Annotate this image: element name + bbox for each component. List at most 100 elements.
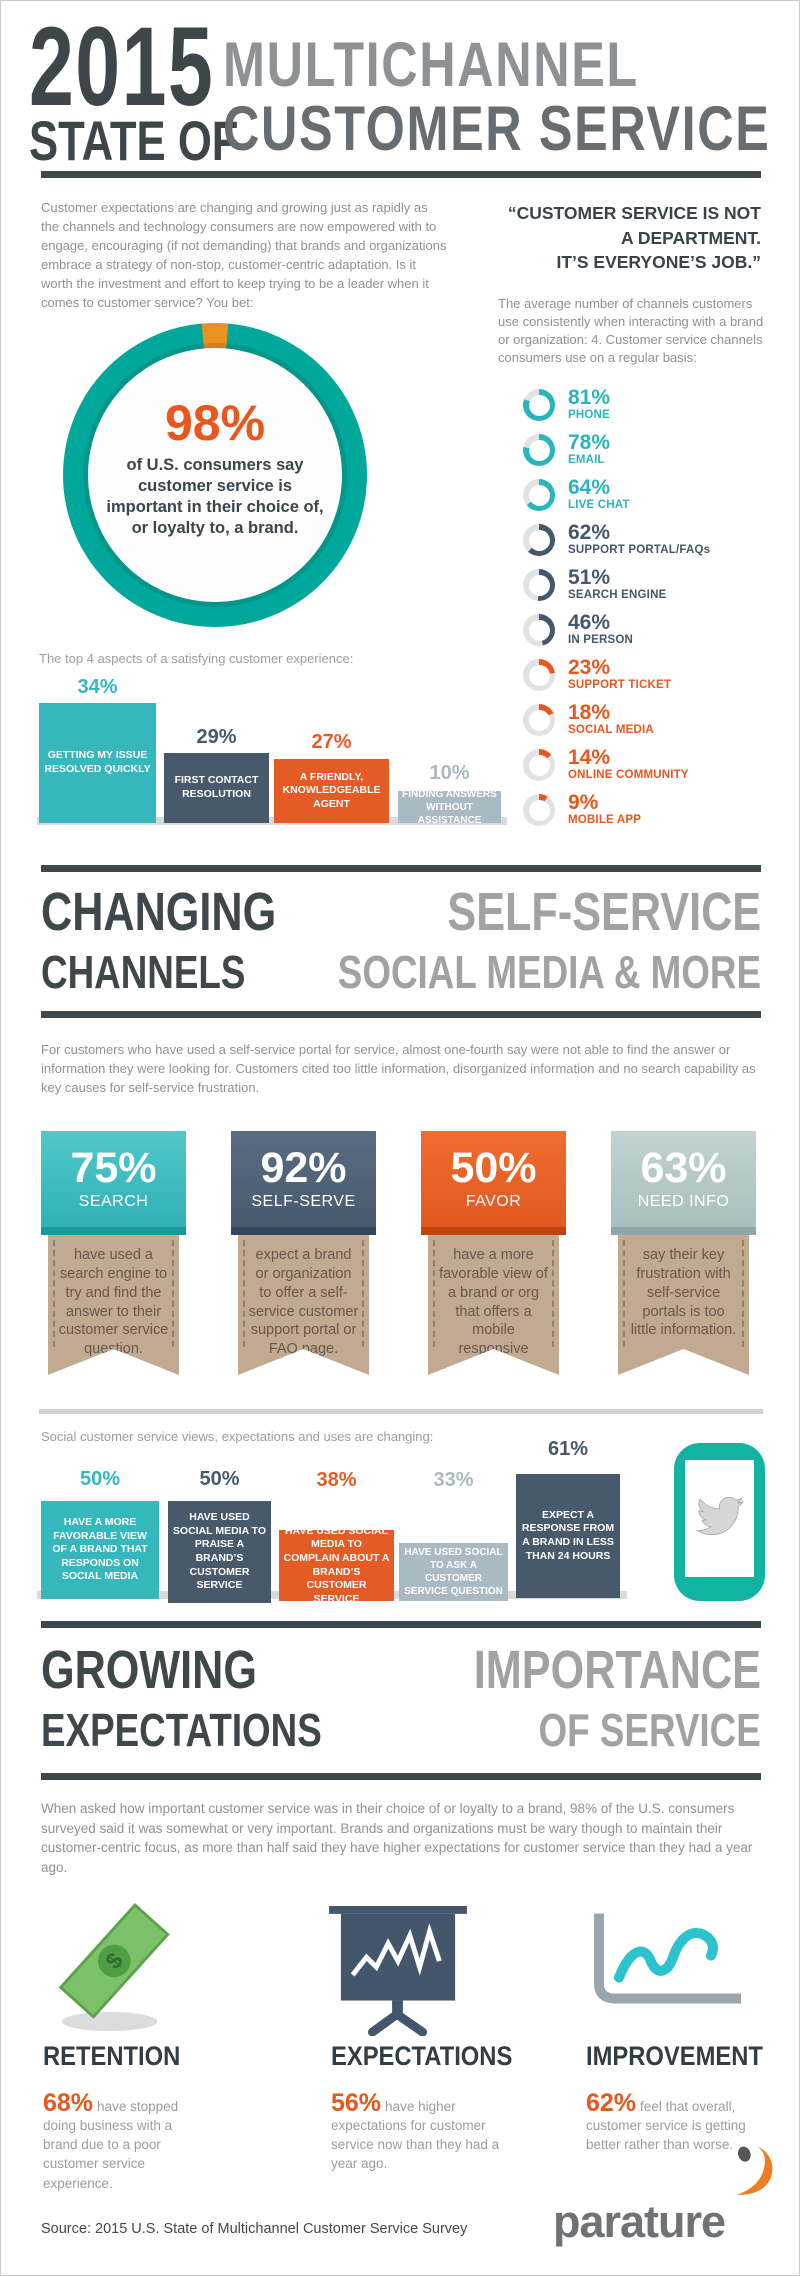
top4-bar-label: FINDING ANSWERS WITHOUT ASSISTANCE: [402, 788, 497, 826]
ribbon-text: have a more favorable view of a brand or…: [428, 1235, 559, 1375]
heading-changing: CHANGING: [41, 882, 277, 942]
channel-donut-chart: [523, 659, 555, 691]
top4-baseline: [37, 817, 507, 825]
channel-item: 64% LIVE CHAT: [523, 477, 778, 522]
parature-logo-icon: [729, 2143, 775, 2204]
outcome-percent: 62%: [586, 2089, 637, 2117]
social-bar: EXPECT A RESPONSE FROM A BRAND IN LESS T…: [516, 1474, 620, 1598]
twitter-bird-icon: [694, 1493, 746, 1544]
section3-paragraph: When asked how important customer servic…: [41, 1801, 753, 1875]
ribbon-text: have used a search engine to try and fin…: [48, 1235, 179, 1375]
channel-item: 18% SOCIAL MEDIA: [523, 702, 778, 747]
channel-donut-chart: [523, 794, 555, 826]
section2-heading-line2: CHANNELS SOCIAL MEDIA & MORE: [41, 949, 761, 1007]
quote: “CUSTOMER SERVICE IS NOT A DEPARTMENT. I…: [431, 201, 761, 275]
top4-bar-percent: 34%: [77, 676, 118, 698]
ribbon-favor: 50% FAVOR have a more favorable view of …: [421, 1131, 566, 1375]
title-state-of: STATE OF: [29, 109, 239, 172]
ribbon-strip: [611, 1227, 756, 1235]
title-multichannel: MULTICHANNEL: [223, 30, 639, 100]
channel-item: 14% ONLINE COMMUNITY: [523, 747, 778, 792]
social-bar: HAVE A MORE FAVORABLE VIEW OF A BRAND TH…: [41, 1501, 159, 1599]
channel-item: 9% MOBILE APP: [523, 792, 778, 837]
ribbon-percent: 63%: [640, 1144, 727, 1192]
donut-percent: 98%: [164, 395, 266, 451]
channel-label: SUPPORT PORTAL/FAQs: [568, 544, 711, 556]
divider: [41, 1011, 761, 1018]
section3-heading-line2: EXPECTATIONS OF SERVICE: [41, 1707, 761, 1765]
ribbon-self-serve: 92% SELF-SERVE expect a brand or organiz…: [231, 1131, 376, 1375]
outcome-stat: 62% feel that overall, customer service i…: [586, 2091, 776, 2154]
social-bar-label: HAVE USED SOCIAL TO ASK A CUSTOMER SERVI…: [404, 1547, 503, 1597]
channel-donut-chart: [523, 614, 555, 646]
ribbon-header: 92% SELF-SERVE: [231, 1131, 376, 1227]
channel-item: 81% PHONE: [523, 387, 778, 432]
top4-bar-label: A FRIENDLY, KNOWLEDGEABLE AGENT: [282, 770, 381, 810]
channel-label: ONLINE COMMUNITY: [568, 769, 689, 781]
channel-percent: 78%: [568, 431, 611, 454]
donut-chart-98: 98% of U.S. consumers say customer servi…: [63, 323, 367, 627]
outcome-title-improvement: IMPROVEMENT: [586, 2041, 763, 2071]
ribbon-header: 75% SEARCH: [41, 1131, 186, 1227]
channel-donut-chart: [523, 524, 555, 556]
ribbon-text: say their key frustration with self-serv…: [618, 1235, 749, 1375]
line-chart-icon: [589, 1913, 749, 2014]
social-bar-label: HAVE USED SOCIAL MEDIA TO COMPLAIN ABOUT…: [283, 1524, 390, 1605]
ribbon-label: FAVOR: [465, 1193, 522, 1210]
outcome-title-expectations: EXPECTATIONS: [331, 2041, 513, 2071]
channel-label: IN PERSON: [568, 634, 634, 646]
channel-label: SUPPORT TICKET: [568, 679, 672, 691]
channel-percent: 62%: [568, 521, 611, 544]
quote-line: A DEPARTMENT.: [621, 227, 761, 248]
channel-item: 51% SEARCH ENGINE: [523, 567, 778, 612]
social-bar-percent: 38%: [316, 1469, 357, 1491]
channel-label: SOCIAL MEDIA: [568, 724, 654, 736]
heading-social-media-more: SOCIAL MEDIA & MORE: [337, 946, 761, 998]
top4-caption: The top 4 aspects of a satisfying custom…: [39, 651, 354, 666]
outcome-percent: 56%: [331, 2089, 382, 2117]
channel-donut-chart: [523, 434, 555, 466]
channel-percent: 64%: [568, 476, 611, 499]
top4-bar: A FRIENDLY, KNOWLEDGEABLE AGENT: [274, 759, 389, 823]
heading-channels: CHANNELS: [41, 946, 246, 998]
outcome-title-retention: RETENTION: [43, 2041, 181, 2071]
social-bar-label: HAVE USED SOCIAL MEDIA TO PRAISE A BRAND…: [172, 1511, 267, 1592]
channel-label: SEARCH ENGINE: [568, 589, 667, 601]
channel-percent: 23%: [568, 656, 611, 679]
channel-percent: 81%: [568, 386, 611, 409]
presentation-chart-icon: [329, 1906, 467, 2041]
channel-label: LIVE CHAT: [568, 499, 630, 511]
divider: [41, 1773, 761, 1780]
donut-content: 98% of U.S. consumers say customer servi…: [88, 348, 342, 602]
top4-bar-percent: 10%: [429, 762, 470, 784]
ribbon-label: NEED INFO: [637, 1193, 730, 1210]
heading-of-service: OF SERVICE: [538, 1704, 761, 1756]
social-caption: Social customer service views, expectati…: [41, 1429, 434, 1444]
title-right-block: MULTICHANNEL CUSTOMER SERVICE: [223, 33, 783, 161]
ribbon-strip: [421, 1227, 566, 1235]
social-bar: HAVE USED SOCIAL TO ASK A CUSTOMER SERVI…: [399, 1543, 508, 1601]
top4-bar: GETTING MY ISSUE RESOLVED QUICKLY: [39, 703, 156, 823]
channel-percent: 9%: [568, 791, 599, 814]
section2-paragraph: For customers who have used a self-servi…: [41, 1042, 756, 1095]
social-bar-percent: 50%: [199, 1468, 240, 1490]
channel-item: 78% EMAIL: [523, 432, 778, 477]
channel-percent: 46%: [568, 611, 611, 634]
parature-logo-text: parature: [553, 2195, 726, 2247]
ribbon-strip: [231, 1227, 376, 1235]
outcome-description: feel that overall, customer service is g…: [586, 2099, 746, 2153]
ribbon-percent: 92%: [260, 1144, 347, 1192]
outcome-stat: 68% have stopped doing business with a br…: [43, 2091, 203, 2193]
channel-label: MOBILE APP: [568, 814, 642, 826]
social-bar-percent: 33%: [433, 1469, 474, 1491]
quote-line: “CUSTOMER SERVICE IS NOT: [507, 203, 761, 223]
social-bar-percent: 61%: [547, 1438, 589, 1460]
channel-percent: 14%: [568, 746, 611, 769]
channel-label: EMAIL: [568, 454, 605, 466]
ribbon-need-info: 63% NEED INFO say their key frustration …: [611, 1131, 756, 1375]
outcome-stat: 56% have higher expectations for customer…: [331, 2091, 521, 2174]
social-bar-label: EXPECT A RESPONSE FROM A BRAND IN LESS T…: [521, 1508, 615, 1562]
social-bar-label: HAVE A MORE FAVORABLE VIEW OF A BRAND TH…: [52, 1515, 148, 1583]
phone-graphic: [674, 1443, 765, 1601]
